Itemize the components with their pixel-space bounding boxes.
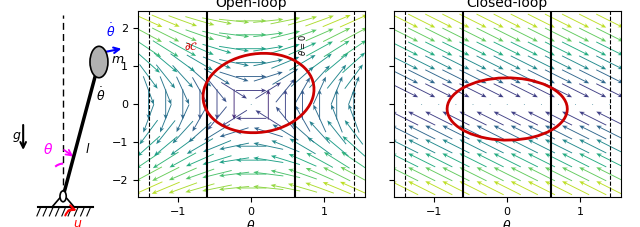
- Text: $u$: $u$: [74, 217, 83, 227]
- Title: Closed-loop: Closed-loop: [467, 0, 548, 10]
- Text: $m$: $m$: [111, 53, 124, 66]
- Text: $\dot{\theta}$: $\dot{\theta}$: [106, 23, 115, 40]
- Title: Open-loop: Open-loop: [216, 0, 287, 10]
- Text: $\theta$: $\theta$: [43, 142, 53, 157]
- Y-axis label: $\dot{\theta}$: $\dot{\theta}$: [95, 87, 105, 104]
- Circle shape: [90, 46, 108, 78]
- Text: $\theta=0$: $\theta=0$: [298, 34, 308, 56]
- X-axis label: $\theta$: $\theta$: [502, 219, 512, 227]
- Circle shape: [60, 191, 66, 202]
- Text: $g$: $g$: [12, 131, 22, 144]
- Text: $l$: $l$: [85, 142, 91, 156]
- Text: $\partial\mathcal{C}$: $\partial\mathcal{C}$: [184, 40, 198, 52]
- X-axis label: $\theta$: $\theta$: [246, 219, 256, 227]
